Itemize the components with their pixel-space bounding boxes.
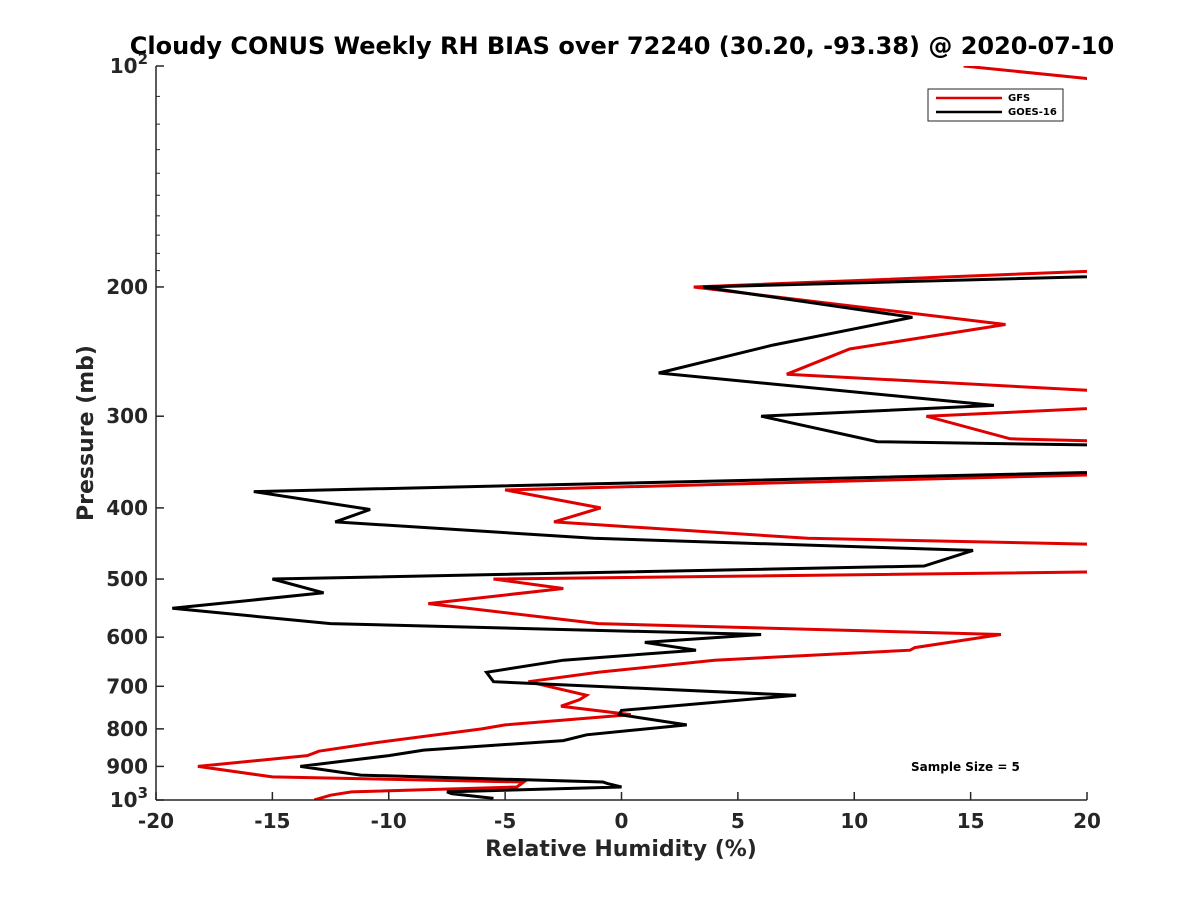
x-tick-label: 15 — [957, 809, 985, 833]
y-tick-group: 102 200 300 400 500 600 700 800 900 103 — [106, 50, 164, 812]
series-line-gfs — [197, 66, 1087, 800]
x-axis-label: Relative Humidity (%) — [485, 837, 757, 862]
legend-label-goes16: GOES-16 — [1008, 107, 1057, 118]
y-tick-label: 700 — [106, 674, 148, 698]
y-tick-label: 500 — [106, 567, 148, 591]
series-line-goes16 — [172, 275, 1087, 800]
legend-box — [927, 88, 1064, 122]
x-tick-label: -5 — [494, 809, 516, 833]
y-tick-label: 900 — [106, 754, 148, 778]
y-tick-label: 800 — [106, 717, 148, 741]
y-tick-label: 600 — [106, 625, 148, 649]
x-tick-label: 20 — [1073, 809, 1101, 833]
x-tick-label: 5 — [731, 809, 745, 833]
y-tick-label: 103 — [110, 784, 148, 812]
y-tick-label: 200 — [106, 275, 148, 299]
y-tick-label: 300 — [106, 404, 148, 428]
x-tick-label: 0 — [615, 809, 629, 833]
y-tick-label: 102 — [110, 50, 148, 78]
x-tick-group: -20 -15 -10 -5 0 5 10 15 20 — [138, 792, 1101, 833]
x-tick-label: -20 — [138, 809, 174, 833]
x-tick-label: -10 — [371, 809, 407, 833]
x-tick-label: 10 — [840, 809, 868, 833]
y-axis-label: Pressure (mb) — [74, 345, 99, 521]
chart-title: Cloudy CONUS Weekly RH BIAS over 72240 (… — [130, 32, 1114, 60]
legend: GFS GOES-16 — [927, 88, 1064, 122]
y-tick-label: 400 — [106, 496, 148, 520]
x-tick-label: -15 — [254, 809, 290, 833]
series-group — [172, 66, 1087, 800]
sample-size-annotation: Sample Size = 5 — [911, 760, 1020, 774]
legend-label-gfs: GFS — [1008, 93, 1030, 104]
